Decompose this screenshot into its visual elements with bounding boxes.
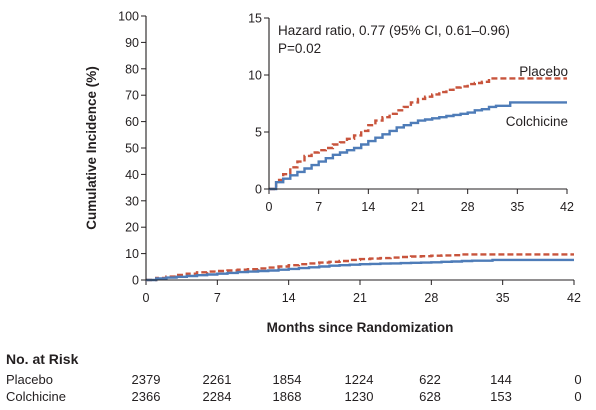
risk-cell-value: 1230 xyxy=(345,389,374,404)
risk-cell-value: 2261 xyxy=(203,372,232,387)
risk-cell-value: 622 xyxy=(419,372,441,387)
main-x-tick-label: 14 xyxy=(282,291,296,305)
main-y-tick-label: 40 xyxy=(125,168,139,182)
inset-y-tick-label: 5 xyxy=(255,126,262,140)
main-y-tick-label: 30 xyxy=(125,194,139,208)
inset-x-tick-label: 0 xyxy=(266,200,273,214)
risk-cell-value: 0 xyxy=(574,372,581,387)
risk-cell-value: 2366 xyxy=(132,389,161,404)
inset-placebo-curve xyxy=(269,77,567,191)
inset-y-tick-label: 0 xyxy=(255,183,262,197)
risk-row-label: Colchicine xyxy=(6,389,66,404)
main-y-tick-label: 0 xyxy=(132,274,139,288)
inset-plot: 0 5 10 15 0 7 14 21 28 35 42 Hazard ratio, 0.77 (9… xyxy=(248,12,574,215)
inset-x-tick-label: 7 xyxy=(315,200,322,214)
risk-cell-value: 2379 xyxy=(132,372,161,387)
inset-x-tick-label: 28 xyxy=(461,200,475,214)
main-x-tick-label: 21 xyxy=(353,291,367,305)
y-axis-title: Cumulative Incidence (%) xyxy=(84,66,99,230)
inset-axes xyxy=(268,18,567,190)
main-y-tick-label: 50 xyxy=(125,142,139,156)
main-colchicine-curve xyxy=(146,258,574,282)
inset-colchicine-curve xyxy=(269,101,567,191)
inset-axis-ticks: 0 5 10 15 0 7 14 21 28 35 42 xyxy=(248,12,574,215)
main-y-tick-label: 20 xyxy=(125,221,139,235)
inset-curves xyxy=(269,77,567,191)
main-placebo-curve xyxy=(146,253,574,282)
risk-cell-value: 628 xyxy=(419,389,441,404)
risk-cell-value: 1224 xyxy=(345,372,374,387)
main-x-tick-label: 28 xyxy=(424,291,438,305)
inset-x-tick-label: 14 xyxy=(361,200,375,214)
inset-x-tick-label: 21 xyxy=(411,200,425,214)
risk-cell-value: 144 xyxy=(490,372,512,387)
legend-colchicine-label: Colchicine xyxy=(506,114,568,129)
main-x-tick-label: 0 xyxy=(143,291,150,305)
main-x-tick-label: 7 xyxy=(214,291,221,305)
main-y-tick-label: 90 xyxy=(125,36,139,50)
main-y-tick-label: 80 xyxy=(125,62,139,76)
x-axis-title: Months since Randomization xyxy=(267,320,454,335)
risk-table: No. at Risk Placebo 2379 2261 1854 1224 622 14… xyxy=(6,351,582,404)
main-y-tick-label: 10 xyxy=(125,247,139,261)
p-value-annotation: P=0.02 xyxy=(278,41,321,56)
risk-cell-value: 0 xyxy=(574,389,581,404)
risk-table-title: No. at Risk xyxy=(6,351,79,367)
legend-placebo-label: Placebo xyxy=(519,64,568,79)
risk-table-rows: Placebo 2379 2261 1854 1224 622 144 0 Colchicine… xyxy=(6,372,582,404)
inset-y-tick-label: 15 xyxy=(248,12,262,26)
main-y-tick-label: 60 xyxy=(125,115,139,129)
main-axes xyxy=(145,16,574,281)
risk-cell-value: 153 xyxy=(490,389,512,404)
main-x-tick-label: 35 xyxy=(496,291,510,305)
risk-cell-value: 1854 xyxy=(273,372,302,387)
hazard-ratio-annotation: Hazard ratio, 0.77 (95% CI, 0.61–0.96) xyxy=(278,23,510,38)
inset-y-tick-label: 10 xyxy=(248,69,262,83)
risk-cell-value: 1868 xyxy=(273,389,302,404)
main-y-tick-label: 100 xyxy=(118,10,139,24)
risk-cell-value: 2284 xyxy=(203,389,232,404)
main-y-tick-label: 70 xyxy=(125,89,139,103)
main-curves xyxy=(146,253,574,282)
inset-x-tick-label: 42 xyxy=(560,200,574,214)
main-x-tick-label: 42 xyxy=(567,291,581,305)
inset-x-tick-label: 35 xyxy=(510,200,524,214)
risk-row-label: Placebo xyxy=(6,372,53,387)
